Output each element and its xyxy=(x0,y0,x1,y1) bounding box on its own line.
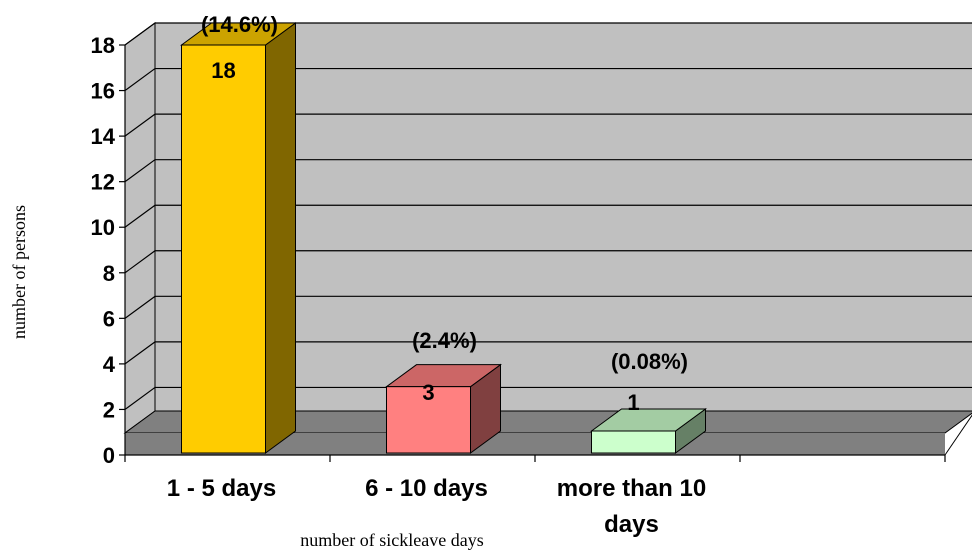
category-label: more than 10 xyxy=(557,475,706,502)
bar-front xyxy=(181,44,266,454)
gridline xyxy=(124,204,972,228)
category-label: days xyxy=(604,511,659,538)
value-label: 3 xyxy=(422,380,434,405)
bar-3 xyxy=(589,408,708,454)
bar-front xyxy=(591,430,676,454)
x-axis-title: number of sickleave days xyxy=(300,530,483,550)
category-label: 1 - 5 days xyxy=(167,475,276,502)
gridline xyxy=(124,250,972,274)
gridline xyxy=(124,113,972,137)
y-tick-label: 14 xyxy=(91,124,116,149)
percent-label: (14.6%) xyxy=(201,12,278,37)
chart-walls xyxy=(124,22,972,434)
side-wall xyxy=(124,22,156,434)
y-tick-label: 0 xyxy=(103,443,115,468)
bar-1 xyxy=(179,22,298,454)
gridline xyxy=(124,22,972,46)
bars xyxy=(179,22,708,454)
value-label: 1 xyxy=(627,390,639,415)
y-tick-label: 6 xyxy=(103,306,115,331)
gridline xyxy=(124,159,972,183)
gridline xyxy=(124,67,972,92)
gridline xyxy=(124,295,972,319)
category-label: 6 - 10 days xyxy=(365,475,488,502)
y-tick-label: 10 xyxy=(91,215,115,240)
value-label: 18 xyxy=(211,58,235,83)
chart-floor xyxy=(123,410,972,456)
percent-label: (2.4%) xyxy=(412,328,477,353)
y-tick-label: 18 xyxy=(91,33,115,58)
y-axis-title: number of persons xyxy=(9,205,29,339)
bar-2 xyxy=(384,363,503,454)
bar-side xyxy=(265,22,296,454)
bar-front xyxy=(386,386,471,454)
floor-right-edge xyxy=(944,414,972,456)
gridline xyxy=(124,386,972,410)
gridlines xyxy=(124,22,972,410)
y-axis: 0 2 4 6 8 10 12 14 16 18 xyxy=(91,33,126,468)
percent-label: (0.08%) xyxy=(611,349,688,374)
data-labels: 18 (14.6%) 3 (2.4%) 1 (0.08%) xyxy=(201,12,688,415)
x-axis: 1 - 5 days 6 - 10 days more than 10 days xyxy=(124,455,946,538)
y-tick-label: 2 xyxy=(103,397,115,422)
y-tick-label: 12 xyxy=(91,170,115,195)
y-tick-label: 16 xyxy=(91,79,115,104)
gridline xyxy=(124,341,972,365)
y-tick-label: 4 xyxy=(103,352,116,377)
y-tick-label: 8 xyxy=(103,261,115,286)
floor-front xyxy=(125,433,945,455)
